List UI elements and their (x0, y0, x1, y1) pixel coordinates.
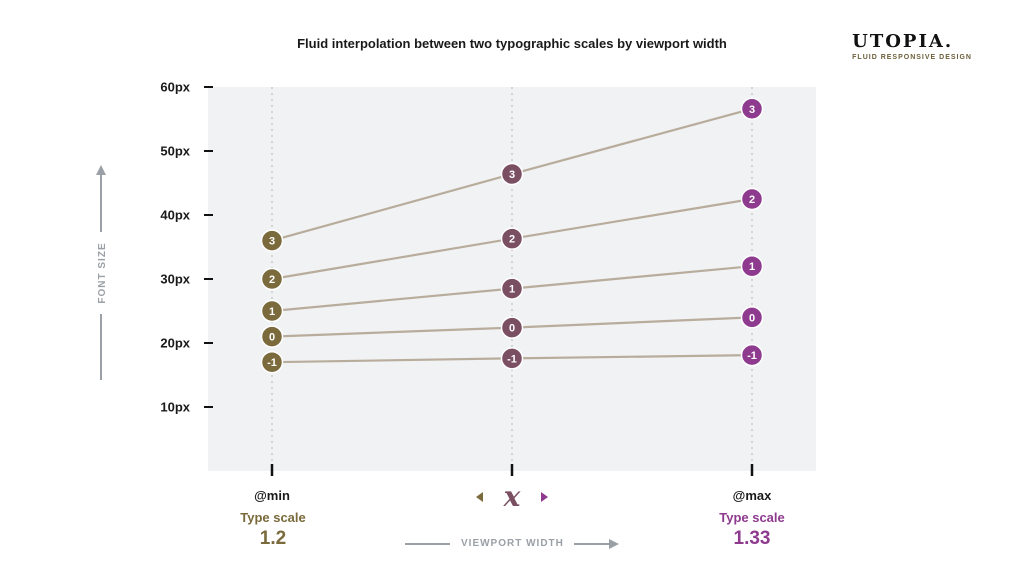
marker-0-2 (740, 306, 764, 329)
marker-label-0-0: 0 (269, 332, 275, 344)
y-tick-label-40: 40px (160, 208, 190, 223)
marker-label-0-1: 0 (509, 323, 515, 335)
marker-1-0 (260, 299, 284, 323)
marker-3-2 (740, 97, 764, 121)
y-tick-label-20: 20px (160, 336, 190, 351)
x-axis-caption: VIEWPORT WIDTH (461, 538, 564, 549)
marker-2-0 (260, 267, 284, 291)
marker-2-2 (740, 187, 764, 211)
x-axis-arrow-head (609, 539, 619, 549)
max-type-scale-label: Type scale (719, 510, 785, 525)
chart-title: Fluid interpolation between two typograp… (297, 36, 727, 51)
marker-label-1-2: 1 (749, 261, 755, 273)
marker-3-0 (260, 229, 284, 252)
marker-label--1-0: -1 (267, 357, 277, 369)
left-triangle-icon (476, 492, 483, 502)
y-axis-arrow-head (96, 165, 106, 175)
marker-label-3-2: 3 (749, 104, 755, 116)
marker--1-2 (740, 343, 764, 367)
right-triangle-icon (541, 492, 548, 502)
marker-0-1 (500, 316, 524, 339)
marker-label-0-2: 0 (749, 312, 755, 324)
min-type-scale-label: Type scale (240, 510, 306, 525)
y-tick-label-50: 50px (160, 144, 190, 159)
marker-label-1-1: 1 (509, 284, 515, 296)
max-type-scale-value: 1.33 (733, 528, 771, 549)
min-type-scale-value: 1.2 (259, 528, 287, 549)
marker--1-0 (260, 350, 284, 374)
marker-1-2 (740, 254, 764, 278)
marker-label-2-0: 2 (269, 274, 275, 286)
max-breakpoint-label: @max (732, 488, 772, 503)
marker--1-1 (500, 347, 524, 370)
y-tick-label-10: 10px (160, 400, 190, 415)
marker-0-0 (260, 325, 284, 348)
y-axis-caption: FONT SIZE (97, 242, 108, 303)
marker-1-1 (500, 277, 524, 300)
marker-label-2-2: 2 (749, 194, 755, 206)
marker-label-2-1: 2 (509, 234, 515, 246)
viewport-x-symbol: x (503, 480, 521, 513)
utopia-logo: UTOPIA. FLUID RESPONSIVE DESIGN (852, 31, 972, 61)
marker-label-1-0: 1 (269, 306, 275, 318)
brand-tagline: FLUID RESPONSIVE DESIGN (852, 54, 972, 61)
y-tick-label-60: 60px (160, 80, 190, 95)
min-breakpoint-label: @min (254, 488, 290, 503)
marker-3-1 (500, 162, 524, 186)
marker-label--1-1: -1 (507, 353, 517, 365)
marker-2-1 (500, 227, 524, 250)
marker-label--1-2: -1 (747, 350, 757, 362)
marker-label-3-1: 3 (509, 169, 515, 181)
brand-name: UTOPIA. (852, 31, 954, 52)
y-tick-label-30: 30px (160, 272, 190, 287)
marker-label-3-0: 3 (269, 236, 275, 248)
